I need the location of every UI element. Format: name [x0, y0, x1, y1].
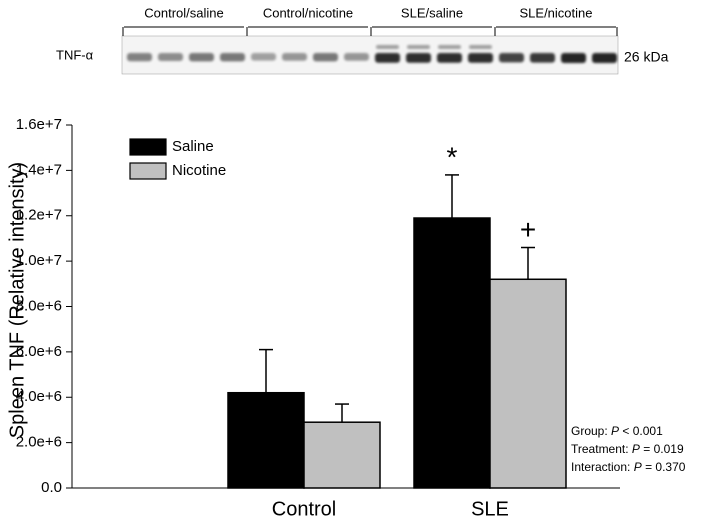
significance-marker: * — [447, 141, 458, 172]
stats-p: P — [634, 460, 642, 474]
blot-band — [407, 45, 430, 49]
x-tick-label: SLE — [471, 498, 509, 520]
blot-band — [592, 53, 617, 63]
blot-bands — [127, 45, 617, 63]
blot-group-label: Control/saline — [144, 5, 224, 20]
blot-band — [189, 53, 214, 62]
y-tick-label: 0.0 — [41, 479, 62, 496]
y-tick-label: 8.0e+6 — [16, 297, 62, 314]
bar — [227, 391, 305, 489]
significance-marker: + — [520, 214, 536, 245]
stats-p: P — [632, 442, 640, 456]
bar — [489, 278, 567, 489]
blot-group-label: SLE/nicotine — [520, 5, 593, 20]
legend-label: Saline — [172, 138, 214, 155]
stats-line: Interaction: P = 0.370 — [571, 460, 686, 474]
blot-band — [468, 53, 493, 63]
blot-protein: TNF-α — [56, 47, 94, 62]
blot-band — [344, 53, 369, 61]
stats-result: = 0.019 — [643, 442, 684, 456]
blot-band — [375, 53, 400, 63]
blot-band — [376, 45, 399, 49]
y-tick-label: 6.0e+6 — [16, 343, 62, 360]
bar — [303, 421, 381, 489]
stats-result: < 0.001 — [622, 424, 663, 438]
y-tick-label: 1.4e+7 — [16, 161, 62, 178]
blot-band — [313, 53, 338, 62]
stats-line: Treatment: P = 0.019 — [571, 442, 684, 456]
blot-band — [561, 53, 586, 63]
stats-p: P — [611, 424, 619, 438]
x-tick-label: Control — [272, 498, 336, 520]
blot-band — [251, 53, 276, 61]
legend-swatch — [129, 162, 167, 180]
blot-band — [406, 53, 431, 63]
bar — [413, 217, 491, 489]
blot-group-label: Control/nicotine — [263, 5, 353, 20]
stats-label: Group: — [571, 424, 608, 438]
legend-label: Nicotine — [172, 162, 226, 179]
blot-group-label: SLE/saline — [401, 5, 463, 20]
stats-label: Interaction: — [571, 460, 630, 474]
y-tick-label: 4.0e+6 — [16, 388, 62, 405]
stats-result: = 0.370 — [645, 460, 686, 474]
legend-swatch — [129, 138, 167, 156]
blot-band — [437, 53, 462, 63]
blot-band — [127, 53, 152, 62]
stats-label: Treatment: — [571, 442, 629, 456]
y-tick-label: 1.6e+7 — [16, 116, 62, 133]
blot-band — [530, 53, 555, 63]
y-tick-label: 2.0e+6 — [16, 434, 62, 451]
blot-band — [158, 53, 183, 61]
y-tick-label: 1.2e+7 — [16, 207, 62, 224]
y-axis-label: Spleen TNF (Relative intensity) — [6, 162, 28, 438]
blot-band — [220, 53, 245, 62]
blot-band — [282, 53, 307, 61]
blot-size: 26 kDa — [624, 49, 669, 65]
stats-line: Group: P < 0.001 — [571, 424, 663, 438]
blot-band — [438, 45, 461, 49]
blot-band — [469, 45, 492, 49]
blot-band — [499, 53, 524, 63]
y-tick-label: 1.0e+7 — [16, 252, 62, 269]
